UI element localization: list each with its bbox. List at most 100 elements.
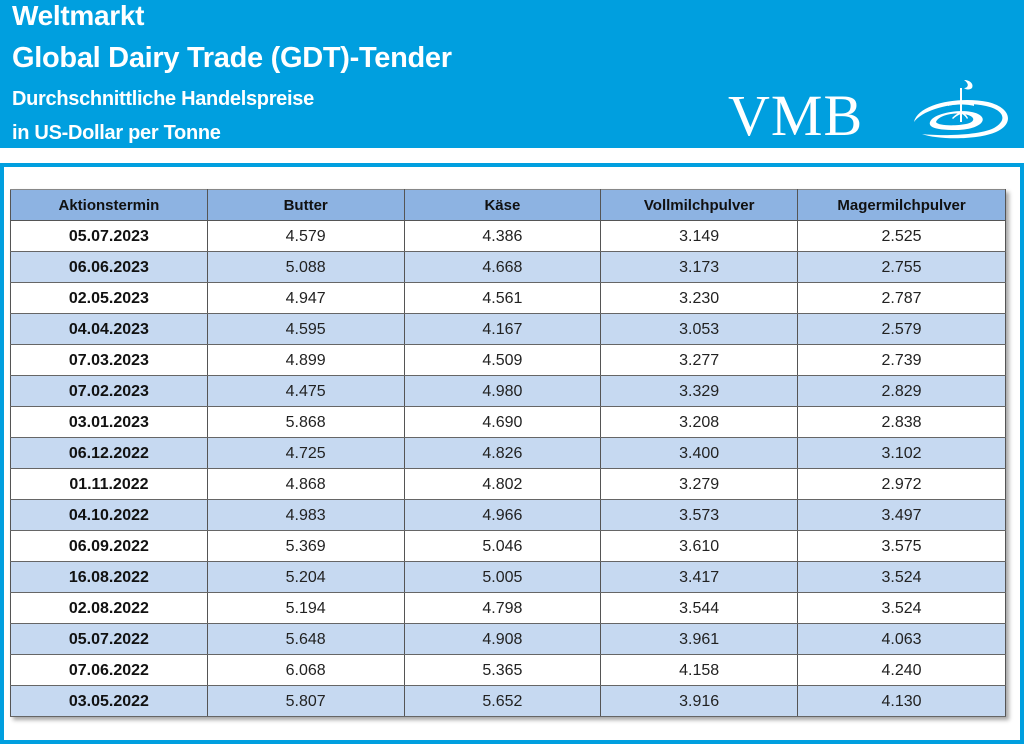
cell-magermilchpulver: 2.739 [797,344,1006,376]
cell-vollmilchpulver: 3.329 [600,375,799,407]
cell-date: 01.11.2022 [10,468,208,500]
cell-butter: 4.983 [206,499,405,531]
cell-magermilchpulver: 4.130 [797,685,1006,717]
cell-magermilchpulver: 3.524 [797,561,1006,593]
table-header-row: Aktionstermin Butter Käse Vollmilchpulve… [10,189,1006,221]
col-header-magermilchpulver: Magermilchpulver [797,189,1006,221]
cell-butter: 5.088 [206,251,405,283]
vmb-swirl-logo-icon [914,80,1008,139]
cell-magermilchpulver: 2.579 [797,313,1006,345]
cell-vollmilchpulver: 3.573 [600,499,799,531]
cell-butter: 4.475 [206,375,405,407]
cell-kaese: 4.966 [403,499,602,531]
cell-kaese: 5.046 [403,530,602,562]
cell-kaese: 4.802 [403,468,602,500]
cell-magermilchpulver: 2.525 [797,220,1006,252]
cell-date: 04.04.2023 [10,313,208,345]
table-row: 01.11.2022 4.868 4.802 3.279 2.972 [10,468,1006,500]
col-header-kaese: Käse [403,189,602,221]
cell-kaese: 4.167 [403,313,602,345]
cell-magermilchpulver: 3.575 [797,530,1006,562]
cell-butter: 5.648 [206,623,405,655]
cell-kaese: 4.386 [403,220,602,252]
cell-butter: 5.204 [206,561,405,593]
cell-vollmilchpulver: 3.277 [600,344,799,376]
cell-date: 02.05.2023 [10,282,208,314]
cell-butter: 5.369 [206,530,405,562]
frame-bottom-border [0,740,1024,744]
cell-date: 07.02.2023 [10,375,208,407]
cell-butter: 4.579 [206,220,405,252]
cell-vollmilchpulver: 3.208 [600,406,799,438]
cell-date: 06.06.2023 [10,251,208,283]
cell-magermilchpulver: 2.838 [797,406,1006,438]
cell-kaese: 4.826 [403,437,602,469]
cell-date: 05.07.2022 [10,623,208,655]
gdt-price-table: Aktionstermin Butter Käse Vollmilchpulve… [10,189,1006,717]
cell-date: 02.08.2022 [10,592,208,624]
page-title: Weltmarkt [12,0,145,31]
cell-date: 07.03.2023 [10,344,208,376]
cell-vollmilchpulver: 4.158 [600,654,799,686]
cell-kaese: 4.980 [403,375,602,407]
table-row: 07.03.2023 4.899 4.509 3.277 2.739 [10,344,1006,376]
cell-vollmilchpulver: 3.279 [600,468,799,500]
cell-vollmilchpulver: 3.173 [600,251,799,283]
table-row: 07.06.2022 6.068 5.365 4.158 4.240 [10,654,1006,686]
cell-vollmilchpulver: 3.610 [600,530,799,562]
cell-date: 07.06.2022 [10,654,208,686]
unit-line: in US-Dollar per Tonne [12,122,221,144]
cell-vollmilchpulver: 3.149 [600,220,799,252]
cell-kaese: 4.798 [403,592,602,624]
cell-kaese: 5.005 [403,561,602,593]
cell-butter: 4.947 [206,282,405,314]
logo-text: VMB [728,83,864,148]
col-header-butter: Butter [206,189,405,221]
cell-vollmilchpulver: 3.916 [600,685,799,717]
table-row: 06.06.2023 5.088 4.668 3.173 2.755 [10,251,1006,283]
cell-kaese: 4.509 [403,344,602,376]
cell-butter: 5.807 [206,685,405,717]
cell-kaese: 5.365 [403,654,602,686]
cell-magermilchpulver: 3.497 [797,499,1006,531]
table-row: 05.07.2022 5.648 4.908 3.961 4.063 [10,623,1006,655]
cell-kaese: 4.690 [403,406,602,438]
table-row: 03.05.2022 5.807 5.652 3.916 4.130 [10,685,1006,717]
table-row: 06.12.2022 4.725 4.826 3.400 3.102 [10,437,1006,469]
cell-butter: 4.725 [206,437,405,469]
col-header-aktionstermin: Aktionstermin [10,189,208,221]
cell-date: 06.09.2022 [10,530,208,562]
cell-vollmilchpulver: 3.417 [600,561,799,593]
table-row: 05.07.2023 4.579 4.386 3.149 2.525 [10,220,1006,252]
cell-date: 03.01.2023 [10,406,208,438]
cell-date: 06.12.2022 [10,437,208,469]
table-row: 04.04.2023 4.595 4.167 3.053 2.579 [10,313,1006,345]
cell-magermilchpulver: 3.102 [797,437,1006,469]
cell-vollmilchpulver: 3.053 [600,313,799,345]
cell-kaese: 5.652 [403,685,602,717]
vmb-logo: VMB [728,80,1018,148]
cell-vollmilchpulver: 3.544 [600,592,799,624]
description-line: Durchschnittliche Handelspreise [12,88,314,110]
cell-magermilchpulver: 2.829 [797,375,1006,407]
table-row: 06.09.2022 5.369 5.046 3.610 3.575 [10,530,1006,562]
table-row: 02.05.2023 4.947 4.561 3.230 2.787 [10,282,1006,314]
cell-magermilchpulver: 2.755 [797,251,1006,283]
cell-butter: 4.595 [206,313,405,345]
cell-butter: 6.068 [206,654,405,686]
cell-kaese: 4.908 [403,623,602,655]
cell-vollmilchpulver: 3.400 [600,437,799,469]
table-row: 16.08.2022 5.204 5.005 3.417 3.524 [10,561,1006,593]
cell-butter: 5.194 [206,592,405,624]
cell-vollmilchpulver: 3.230 [600,282,799,314]
cell-butter: 4.868 [206,468,405,500]
cell-vollmilchpulver: 3.961 [600,623,799,655]
table-row: 07.02.2023 4.475 4.980 3.329 2.829 [10,375,1006,407]
header-banner: Weltmarkt Global Dairy Trade (GDT)-Tende… [0,0,1024,148]
cell-kaese: 4.561 [403,282,602,314]
cell-magermilchpulver: 4.240 [797,654,1006,686]
cell-magermilchpulver: 4.063 [797,623,1006,655]
table-row: 02.08.2022 5.194 4.798 3.544 3.524 [10,592,1006,624]
col-header-vollmilchpulver: Vollmilchpulver [600,189,799,221]
cell-kaese: 4.668 [403,251,602,283]
